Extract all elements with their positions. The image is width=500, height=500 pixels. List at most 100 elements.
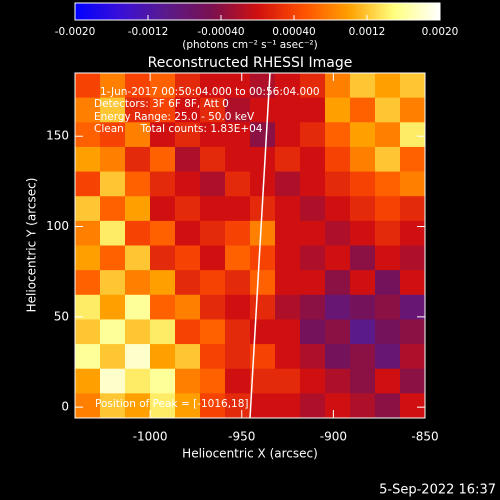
heatmap-cell — [125, 122, 151, 148]
colorbar-swatch — [230, 3, 234, 20]
colorbar-swatch — [388, 3, 392, 20]
heatmap-cell — [300, 393, 326, 419]
colorbar-swatch — [370, 3, 374, 20]
colorbar-swatch — [184, 3, 189, 20]
heatmap-cell — [275, 97, 301, 123]
heatmap-cell — [325, 97, 351, 123]
heatmap-cell — [250, 294, 276, 320]
heatmap-cell — [175, 294, 201, 320]
colorbar-swatch — [324, 3, 328, 20]
heatmap-cell — [300, 196, 326, 222]
heatmap-cell — [350, 146, 376, 173]
colorbar-swatch — [367, 3, 371, 20]
colorbar-swatch — [99, 3, 103, 20]
colorbar-swatch — [272, 3, 277, 20]
heatmap-cell — [325, 344, 351, 370]
heatmap-cell — [300, 171, 326, 197]
colorbar — [75, 3, 441, 20]
heatmap-cell — [375, 319, 401, 345]
heatmap-cell — [200, 245, 226, 271]
x-axis-label: Heliocentric X (arcsec) — [182, 447, 318, 461]
heatmap-cell — [375, 245, 401, 271]
colorbar-swatch — [187, 3, 192, 20]
heatmap-cell — [350, 270, 376, 296]
heatmap-cell — [225, 97, 251, 123]
heatmap-cell — [375, 97, 401, 123]
colorbar-swatch — [351, 3, 356, 20]
colorbar-swatch — [242, 3, 246, 20]
heatmap-cell — [375, 368, 401, 394]
heatmap-cell — [125, 344, 151, 370]
colorbar-tick-label: -0.00040 — [197, 26, 244, 38]
heatmap-cell — [100, 220, 126, 246]
heatmap-cell — [250, 73, 276, 99]
colorbar-swatch — [333, 3, 338, 20]
heatmap-cell — [275, 393, 301, 419]
heatmap-cell — [225, 245, 251, 271]
heatmap-cell — [400, 97, 426, 123]
heatmap-cell — [400, 196, 426, 222]
heatmap-cell — [175, 97, 201, 123]
heatmap — [75, 73, 426, 419]
heatmap-cell — [225, 196, 251, 222]
heatmap-cell — [300, 73, 326, 99]
heatmap-cell — [250, 146, 276, 173]
heatmap-cell — [125, 196, 151, 222]
colorbar-swatch — [233, 3, 237, 20]
colorbar-swatch — [178, 3, 182, 20]
colorbar-swatch — [78, 3, 82, 20]
colorbar-swatch — [406, 3, 411, 20]
heatmap-cell — [150, 220, 176, 246]
colorbar-tick-label: 0.0012 — [349, 26, 386, 38]
heatmap-cell — [225, 122, 251, 148]
heatmap-cell — [275, 319, 301, 345]
heatmap-cell — [275, 220, 301, 246]
colorbar-swatch — [376, 3, 380, 20]
heatmap-cell — [150, 294, 176, 320]
heatmap-cell — [125, 319, 151, 345]
heatmap-cell — [250, 368, 276, 394]
colorbar-swatch — [321, 3, 325, 20]
heatmap-cell — [200, 171, 226, 197]
heatmap-cell — [300, 270, 326, 296]
colorbar-tick-label: 0.00040 — [272, 26, 315, 38]
heatmap-cell — [200, 319, 226, 345]
heatmap-cell — [350, 97, 376, 123]
colorbar-swatch — [385, 3, 389, 20]
colorbar-swatch — [157, 3, 161, 20]
heatmap-cell — [300, 245, 326, 271]
heatmap-cell — [75, 294, 101, 320]
heatmap-cell — [175, 122, 201, 148]
heatmap-cell — [375, 220, 401, 246]
heatmap-cell — [225, 294, 251, 320]
heatmap-cell — [325, 393, 351, 419]
heatmap-cell — [300, 344, 326, 370]
colorbar-swatch — [214, 3, 219, 20]
heatmap-cell — [325, 368, 351, 394]
limb-line — [249, 72, 271, 419]
heatmap-cell — [325, 245, 351, 271]
heatmap-cell — [225, 220, 251, 246]
heatmap-cell — [100, 270, 126, 296]
heatmap-cell — [100, 97, 126, 123]
colorbar-swatch — [257, 3, 262, 20]
heatmap-cell — [150, 171, 176, 197]
colorbar-swatch — [202, 3, 207, 20]
heatmap-cell — [200, 122, 226, 148]
colorbar-swatch — [75, 3, 79, 20]
colorbar-swatch — [382, 3, 386, 20]
heatmap-cell — [325, 220, 351, 246]
colorbar-swatch — [348, 3, 353, 20]
colorbar-swatch — [221, 3, 225, 20]
colorbar-swatch — [360, 3, 365, 20]
heatmap-cell — [375, 196, 401, 222]
heatmap-cell — [100, 319, 126, 345]
heatmap-cell — [400, 73, 426, 99]
heatmap-cell — [250, 122, 276, 148]
heatmap-cell — [375, 73, 401, 99]
colorbar-swatch — [254, 3, 258, 20]
heatmap-cell — [250, 393, 276, 419]
colorbar-swatch — [300, 3, 304, 20]
heatmap-cell — [275, 344, 301, 370]
